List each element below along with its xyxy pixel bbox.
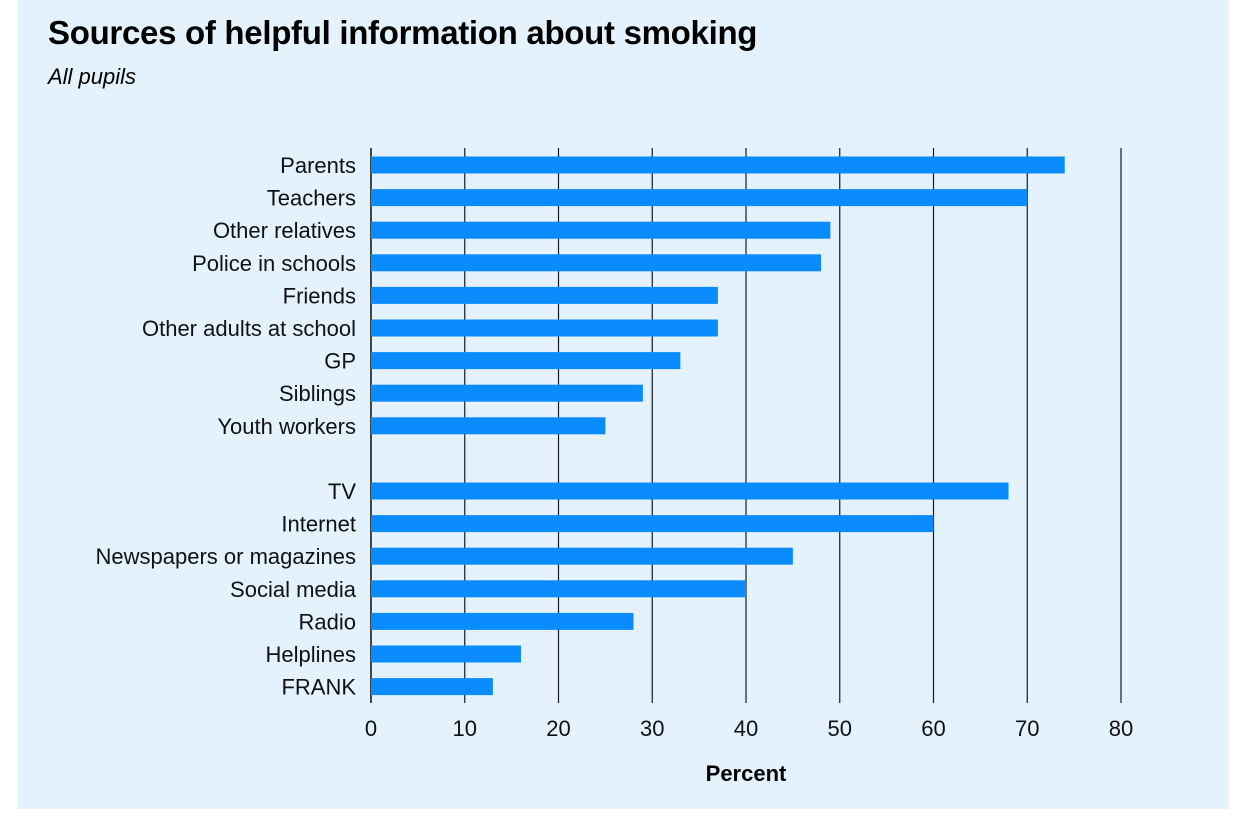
category-label: Helplines (266, 642, 357, 667)
x-tick-label: 30 (640, 716, 664, 741)
bar (371, 645, 521, 663)
bar (371, 515, 934, 533)
category-label: Internet (281, 512, 356, 537)
bar (371, 156, 1065, 174)
x-tick-label: 40 (734, 716, 758, 741)
category-label: Friends (283, 283, 356, 308)
category-label: Radio (299, 609, 356, 634)
x-tick-label: 70 (1015, 716, 1039, 741)
bar (371, 612, 634, 630)
bar (371, 189, 1028, 207)
x-tick-label: 60 (921, 716, 945, 741)
bar (371, 678, 493, 696)
bar (371, 319, 718, 337)
bar (371, 547, 793, 565)
category-label: TV (328, 479, 356, 504)
chart-figure: Sources of helpful information about smo… (18, 0, 1229, 809)
category-label: Other relatives (213, 218, 356, 243)
bar (371, 352, 681, 370)
bar-chart-plot: Parents Teachers Other relatives Police in … (96, 148, 1133, 786)
x-tick-label: 80 (1109, 716, 1133, 741)
x-tick-label: 10 (453, 716, 477, 741)
category-label: Teachers (267, 186, 356, 211)
category-label: Parents (280, 153, 356, 178)
bar (371, 482, 1009, 500)
bar (371, 580, 746, 598)
x-tick-label: 20 (546, 716, 570, 741)
x-tick-label: 50 (828, 716, 852, 741)
bar (371, 417, 606, 435)
bar (371, 221, 831, 239)
chart-subtitle: All pupils (48, 64, 137, 89)
bar (371, 254, 821, 272)
bar (371, 286, 718, 304)
x-axis-title: Percent (706, 761, 787, 786)
category-label: Other adults at school (142, 316, 356, 341)
chart-title: Sources of helpful information about smo… (48, 14, 758, 51)
category-label: Newspapers or magazines (96, 544, 356, 569)
category-label: Youth workers (217, 414, 356, 439)
category-label: Police in schools (192, 251, 356, 276)
x-tick-label: 0 (365, 716, 377, 741)
category-label: Social media (230, 577, 357, 602)
category-label: GP (324, 349, 356, 374)
category-label: Siblings (279, 381, 356, 406)
category-label: FRANK (281, 675, 356, 700)
bar (371, 384, 643, 402)
